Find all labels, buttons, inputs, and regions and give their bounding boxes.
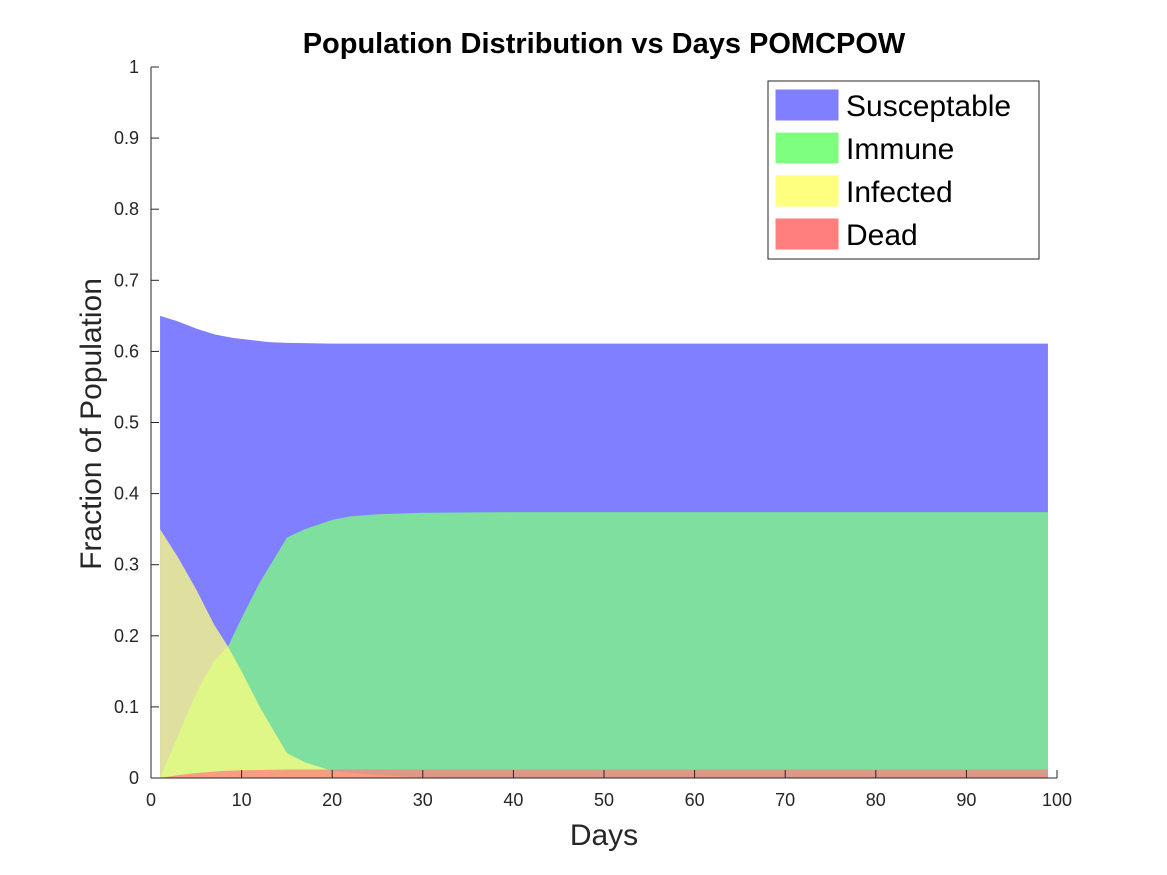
y-tick-label: 0.2 xyxy=(114,626,139,646)
ticks-group: 0 10 20 30 40 50 60 70 80 90 100 0 0.1 0.2 0.3 0.4 0.5 0.… xyxy=(114,57,1072,810)
x-tick-label: 10 xyxy=(232,790,252,810)
legend-swatch-dead xyxy=(775,218,839,250)
y-tick-label: 0.8 xyxy=(114,199,139,219)
y-axis-title: Fraction of Population xyxy=(75,278,108,570)
area-infected xyxy=(160,529,1048,778)
x-tick-label: 0 xyxy=(146,790,156,810)
y-tick-label: 0.7 xyxy=(114,270,139,290)
y-tick-label: 0.9 xyxy=(114,128,139,148)
x-tick-label: 60 xyxy=(685,790,705,810)
legend-label-susceptable: Susceptable xyxy=(846,90,1011,123)
x-tick-label: 40 xyxy=(503,790,523,810)
y-tick-label: 0 xyxy=(129,768,139,788)
legend-swatch-immune xyxy=(775,132,839,164)
x-axis-title: Days xyxy=(570,819,638,852)
x-tick-label: 50 xyxy=(594,790,614,810)
y-tick-label: 0.1 xyxy=(114,697,139,717)
x-tick-label: 100 xyxy=(1042,790,1072,810)
x-tick-label: 90 xyxy=(956,790,976,810)
x-tick-label: 20 xyxy=(322,790,342,810)
area-series-group xyxy=(160,315,1048,778)
legend-label-infected: Infected xyxy=(846,176,953,209)
y-tick-label: 0.6 xyxy=(114,341,139,361)
chart-title: Population Distribution vs Days POMCPOW xyxy=(303,28,906,60)
legend-label-immune: Immune xyxy=(846,133,954,166)
area-immune xyxy=(160,512,1048,778)
x-tick-label: 70 xyxy=(775,790,795,810)
legend-label-dead: Dead xyxy=(846,219,918,252)
y-tick-label: 0.4 xyxy=(114,484,139,504)
y-tick-label: 0.3 xyxy=(114,555,139,575)
legend-swatch-susceptable xyxy=(775,89,839,121)
x-tick-label: 30 xyxy=(413,790,433,810)
x-tick-label: 80 xyxy=(866,790,886,810)
y-tick-label: 1 xyxy=(129,57,139,77)
legend: Susceptable Immune Infected Dead xyxy=(767,80,1040,260)
y-tick-label: 0.5 xyxy=(114,413,139,433)
legend-swatch-infected xyxy=(775,175,839,207)
